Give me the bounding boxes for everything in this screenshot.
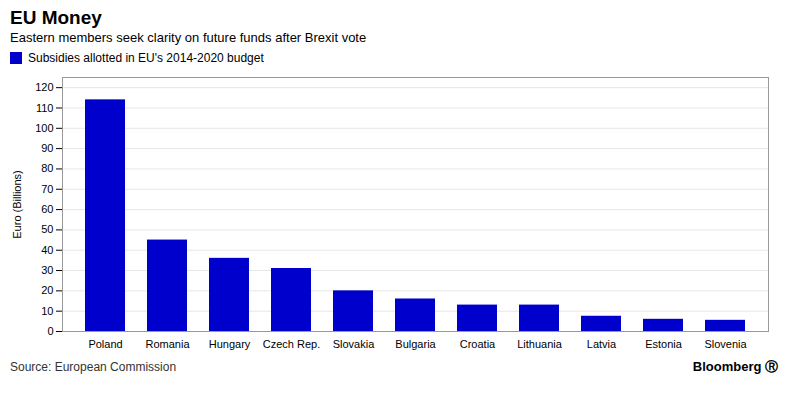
svg-text:Poland: Poland (88, 338, 122, 350)
svg-text:Slovakia: Slovakia (333, 338, 375, 350)
svg-text:Romania: Romania (145, 338, 190, 350)
svg-text:50: 50 (41, 223, 53, 235)
svg-text:40: 40 (41, 244, 53, 256)
svg-text:110: 110 (36, 102, 54, 114)
svg-text:Euro (Billions): Euro (Billions) (11, 170, 23, 238)
svg-text:20: 20 (41, 284, 53, 296)
svg-text:90: 90 (41, 142, 53, 154)
svg-text:Slovenia: Slovenia (704, 338, 747, 350)
svg-text:Czech Rep.: Czech Rep. (263, 338, 320, 350)
svg-text:Estonia: Estonia (645, 338, 683, 350)
svg-text:Latvia: Latvia (587, 338, 617, 350)
svg-text:Bulgaria: Bulgaria (395, 338, 436, 350)
svg-text:10: 10 (41, 305, 53, 317)
svg-text:80: 80 (41, 162, 53, 174)
svg-text:120: 120 (35, 81, 53, 93)
html-text:Source: European Commission: Source: European Commission (10, 360, 177, 374)
html-text:Subsidies allotted in EU's 201: Subsidies allotted in EU's 2014-2020 bud… (28, 51, 264, 65)
svg-text:Croatia: Croatia (460, 338, 496, 350)
html-text:Eastern members seek clarity o: Eastern members seek clarity on future f… (10, 30, 367, 45)
html-text:EU Money: EU Money (10, 7, 102, 28)
svg-text:70: 70 (41, 183, 53, 195)
html-text:Bloomberg Ⓡ: Bloomberg Ⓡ (692, 359, 778, 374)
svg-text:30: 30 (41, 264, 53, 276)
svg-text:60: 60 (41, 203, 53, 215)
svg-text:Lithuania: Lithuania (517, 338, 563, 350)
svg-text:100: 100 (35, 122, 53, 134)
svg-text:0: 0 (47, 325, 53, 337)
svg-text:Hungary: Hungary (209, 338, 251, 350)
